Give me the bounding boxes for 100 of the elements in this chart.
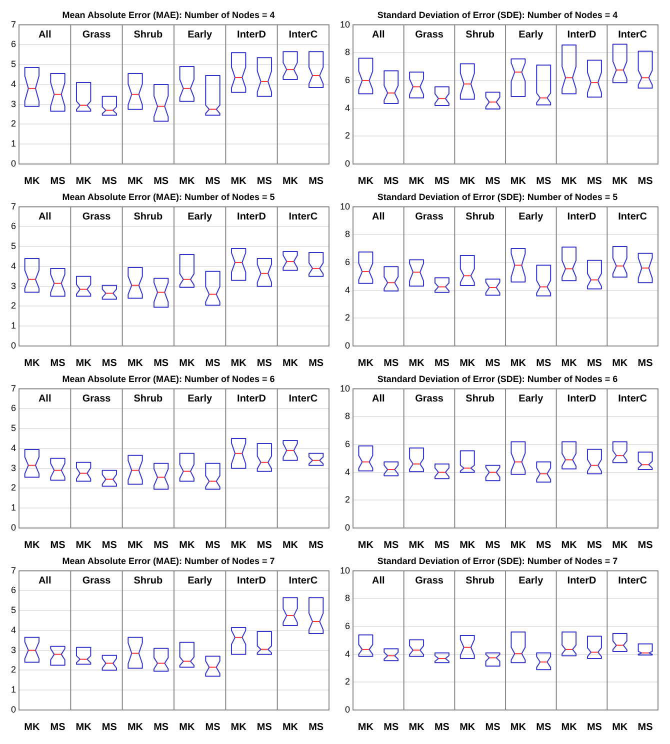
x-tick-label: MS <box>434 358 450 369</box>
x-tick-label: MK <box>408 722 426 733</box>
x-tick-label: MK <box>510 358 527 369</box>
annotation: InterD <box>567 394 596 405</box>
chart-title: Mean Absolute Error (MAE): Number of Nodes = 5 <box>62 192 275 202</box>
x-tick-label: MK <box>76 176 92 187</box>
x-tick-label: MK <box>127 358 144 369</box>
x-tick-label: MS <box>50 358 66 369</box>
y-tick-label: 0 <box>10 522 16 532</box>
annotation: Grass <box>82 576 112 587</box>
annotation: Shrub <box>466 30 495 41</box>
x-tick-label: MK <box>230 176 248 187</box>
y-tick-label: 2 <box>10 482 16 493</box>
annotation: Grass <box>82 394 112 405</box>
x-tick-label: MS <box>384 722 399 733</box>
x-tick-label: MS <box>638 358 654 369</box>
x-tick-label: MS <box>50 540 66 551</box>
x-tick-label: MK <box>24 358 40 369</box>
x-tick-label: MK <box>179 540 196 551</box>
x-tick-label: MS <box>536 722 552 733</box>
y-tick-label: 4 <box>344 284 350 295</box>
y-tick-label: 8 <box>344 229 350 240</box>
annotation: Early <box>188 394 213 405</box>
annotation: Early <box>518 394 544 405</box>
x-tick-label: MK <box>460 176 476 187</box>
annotation: InterC <box>618 30 648 41</box>
x-tick-label: MK <box>460 540 476 551</box>
y-tick-label: 0 <box>344 340 350 350</box>
x-tick-label: MS <box>50 176 66 187</box>
y-tick-label: 5 <box>10 423 16 434</box>
y-tick-label: 6 <box>344 438 350 449</box>
x-tick-label: MK <box>612 358 628 369</box>
annotation: Grass <box>82 212 112 223</box>
annotation: InterD <box>567 30 596 41</box>
x-tick-label: MK <box>282 176 299 187</box>
annotation: InterD <box>237 394 266 405</box>
y-tick-label: 0 <box>344 704 350 714</box>
x-tick-label: MK <box>282 358 299 369</box>
annotation: Shrub <box>134 394 163 405</box>
y-tick-label: 7 <box>10 19 16 30</box>
y-tick-label: 3 <box>10 98 16 109</box>
x-tick-label: MS <box>256 540 272 551</box>
y-tick-label: 8 <box>344 593 350 604</box>
x-tick-label: MK <box>24 722 40 733</box>
x-tick-label: MK <box>358 722 374 733</box>
x-tick-label: MK <box>561 176 578 187</box>
y-tick-label: 10 <box>340 565 350 576</box>
x-tick-label: MK <box>24 176 40 187</box>
annotation: All <box>372 394 386 405</box>
y-tick-label: 10 <box>340 383 350 394</box>
x-tick-label: MK <box>460 722 476 733</box>
y-tick-label: 10 <box>340 19 350 30</box>
annotation: InterD <box>237 30 266 41</box>
annotation: InterC <box>618 576 648 587</box>
x-tick-label: MK <box>510 540 527 551</box>
x-tick-label: MS <box>638 176 654 187</box>
x-tick-label: MS <box>586 358 602 369</box>
x-tick-label: MS <box>154 722 169 733</box>
x-tick-label: MS <box>638 540 654 551</box>
y-tick-label: 4 <box>10 260 16 271</box>
annotation: Grass <box>415 212 444 223</box>
x-tick-label: MS <box>536 176 552 187</box>
y-tick-label: 2 <box>10 118 16 129</box>
x-tick-label: MK <box>408 540 426 551</box>
y-tick-label: 5 <box>10 605 16 616</box>
x-tick-label: MK <box>561 722 578 733</box>
x-tick-label: MS <box>434 176 450 187</box>
y-tick-label: 8 <box>344 411 350 422</box>
y-tick-label: 2 <box>344 312 350 323</box>
x-tick-label: MS <box>50 722 66 733</box>
y-tick-label: 10 <box>340 201 350 212</box>
x-tick-label: MK <box>282 540 299 551</box>
x-tick-label: MS <box>102 722 118 733</box>
x-tick-label: MS <box>256 722 272 733</box>
y-tick-label: 3 <box>10 280 16 291</box>
annotation: All <box>372 30 386 41</box>
y-tick-label: 4 <box>10 442 16 453</box>
x-tick-label: MS <box>384 176 399 187</box>
annotation: Early <box>188 30 213 41</box>
x-tick-label: MS <box>154 358 169 369</box>
x-tick-label: MS <box>384 540 399 551</box>
x-tick-label: MK <box>460 358 476 369</box>
annotation: Early <box>188 576 213 587</box>
x-tick-label: MK <box>510 176 527 187</box>
annotation: InterD <box>237 212 266 223</box>
x-tick-label: MS <box>434 722 450 733</box>
y-tick-label: 4 <box>10 78 16 89</box>
x-tick-label: MS <box>205 722 221 733</box>
x-tick-label: MS <box>485 540 501 551</box>
y-tick-label: 4 <box>344 102 350 113</box>
y-tick-label: 5 <box>10 241 16 252</box>
x-tick-label: MS <box>308 722 324 733</box>
annotation: All <box>372 576 386 587</box>
x-tick-label: MS <box>384 358 399 369</box>
x-tick-label: MS <box>308 358 324 369</box>
y-tick-label: 2 <box>344 494 350 505</box>
y-tick-label: 4 <box>10 624 16 635</box>
y-tick-label: 8 <box>344 47 350 58</box>
y-tick-label: 6 <box>344 256 350 267</box>
annotation: InterD <box>567 576 596 587</box>
